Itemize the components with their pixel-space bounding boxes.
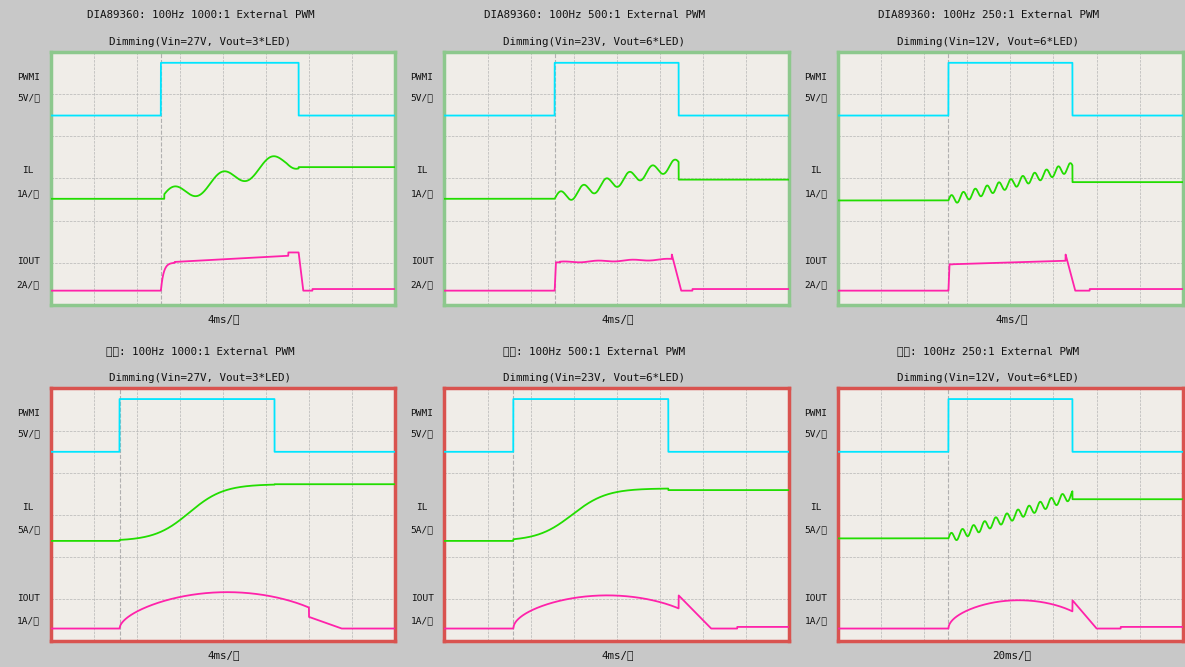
Text: 1A/格: 1A/格 bbox=[17, 189, 40, 198]
Text: 2A/格: 2A/格 bbox=[17, 280, 40, 289]
Text: 1A/格: 1A/格 bbox=[17, 616, 40, 626]
Text: 5V/格: 5V/格 bbox=[805, 93, 827, 102]
Text: 宽品: 100Hz 250:1 External PWM: 宽品: 100Hz 250:1 External PWM bbox=[897, 346, 1080, 356]
Text: IOUT: IOUT bbox=[410, 594, 434, 602]
Text: 2A/格: 2A/格 bbox=[805, 280, 827, 289]
Text: 5V/格: 5V/格 bbox=[410, 93, 434, 102]
Text: IL: IL bbox=[23, 166, 34, 175]
Text: PWMI: PWMI bbox=[805, 410, 827, 418]
Text: DIA89360: 100Hz 500:1 External PWM: DIA89360: 100Hz 500:1 External PWM bbox=[483, 10, 705, 20]
Text: 5V/格: 5V/格 bbox=[410, 430, 434, 438]
Text: PWMI: PWMI bbox=[17, 73, 40, 82]
Text: IOUT: IOUT bbox=[17, 594, 40, 602]
Text: PWMI: PWMI bbox=[410, 410, 434, 418]
Text: 4ms/格: 4ms/格 bbox=[601, 314, 634, 324]
Text: PWMI: PWMI bbox=[805, 73, 827, 82]
Text: 5A/格: 5A/格 bbox=[410, 526, 434, 534]
Text: 1A/格: 1A/格 bbox=[805, 189, 827, 198]
Text: DIA89360: 100Hz 1000:1 External PWM: DIA89360: 100Hz 1000:1 External PWM bbox=[87, 10, 314, 20]
Text: 5V/格: 5V/格 bbox=[805, 430, 827, 438]
Text: 5V/格: 5V/格 bbox=[17, 93, 40, 102]
Text: Dimming(Vin=27V, Vout=3*LED): Dimming(Vin=27V, Vout=3*LED) bbox=[109, 374, 292, 384]
Text: IOUT: IOUT bbox=[17, 257, 40, 266]
Text: 4ms/格: 4ms/格 bbox=[601, 650, 634, 660]
Text: IL: IL bbox=[811, 166, 821, 175]
Text: IL: IL bbox=[416, 166, 428, 175]
Text: DIA89360: 100Hz 250:1 External PWM: DIA89360: 100Hz 250:1 External PWM bbox=[878, 10, 1098, 20]
Text: 4ms/格: 4ms/格 bbox=[207, 650, 241, 660]
Text: PWMI: PWMI bbox=[410, 73, 434, 82]
Text: IOUT: IOUT bbox=[805, 594, 827, 602]
Text: IL: IL bbox=[23, 503, 34, 512]
Text: 4ms/格: 4ms/格 bbox=[207, 314, 241, 324]
Text: Dimming(Vin=12V, Vout=6*LED): Dimming(Vin=12V, Vout=6*LED) bbox=[897, 37, 1080, 47]
Text: Dimming(Vin=23V, Vout=6*LED): Dimming(Vin=23V, Vout=6*LED) bbox=[504, 374, 685, 384]
Text: 2A/格: 2A/格 bbox=[410, 280, 434, 289]
Text: 宽品: 100Hz 1000:1 External PWM: 宽品: 100Hz 1000:1 External PWM bbox=[107, 346, 295, 356]
Text: IOUT: IOUT bbox=[805, 257, 827, 266]
Text: IOUT: IOUT bbox=[410, 257, 434, 266]
Text: 5V/格: 5V/格 bbox=[17, 430, 40, 438]
Text: Dimming(Vin=27V, Vout=3*LED): Dimming(Vin=27V, Vout=3*LED) bbox=[109, 37, 292, 47]
Text: 1A/格: 1A/格 bbox=[805, 616, 827, 626]
Text: PWMI: PWMI bbox=[17, 410, 40, 418]
Text: Dimming(Vin=23V, Vout=6*LED): Dimming(Vin=23V, Vout=6*LED) bbox=[504, 37, 685, 47]
Text: Dimming(Vin=12V, Vout=6*LED): Dimming(Vin=12V, Vout=6*LED) bbox=[897, 374, 1080, 384]
Text: 5A/格: 5A/格 bbox=[805, 526, 827, 534]
Text: IL: IL bbox=[416, 503, 428, 512]
Text: 20ms/格: 20ms/格 bbox=[992, 650, 1031, 660]
Text: 1A/格: 1A/格 bbox=[410, 616, 434, 626]
Text: IL: IL bbox=[811, 503, 821, 512]
Text: 1A/格: 1A/格 bbox=[410, 189, 434, 198]
Text: 5A/格: 5A/格 bbox=[17, 526, 40, 534]
Text: 宽品: 100Hz 500:1 External PWM: 宽品: 100Hz 500:1 External PWM bbox=[504, 346, 685, 356]
Text: 4ms/格: 4ms/格 bbox=[995, 314, 1027, 324]
